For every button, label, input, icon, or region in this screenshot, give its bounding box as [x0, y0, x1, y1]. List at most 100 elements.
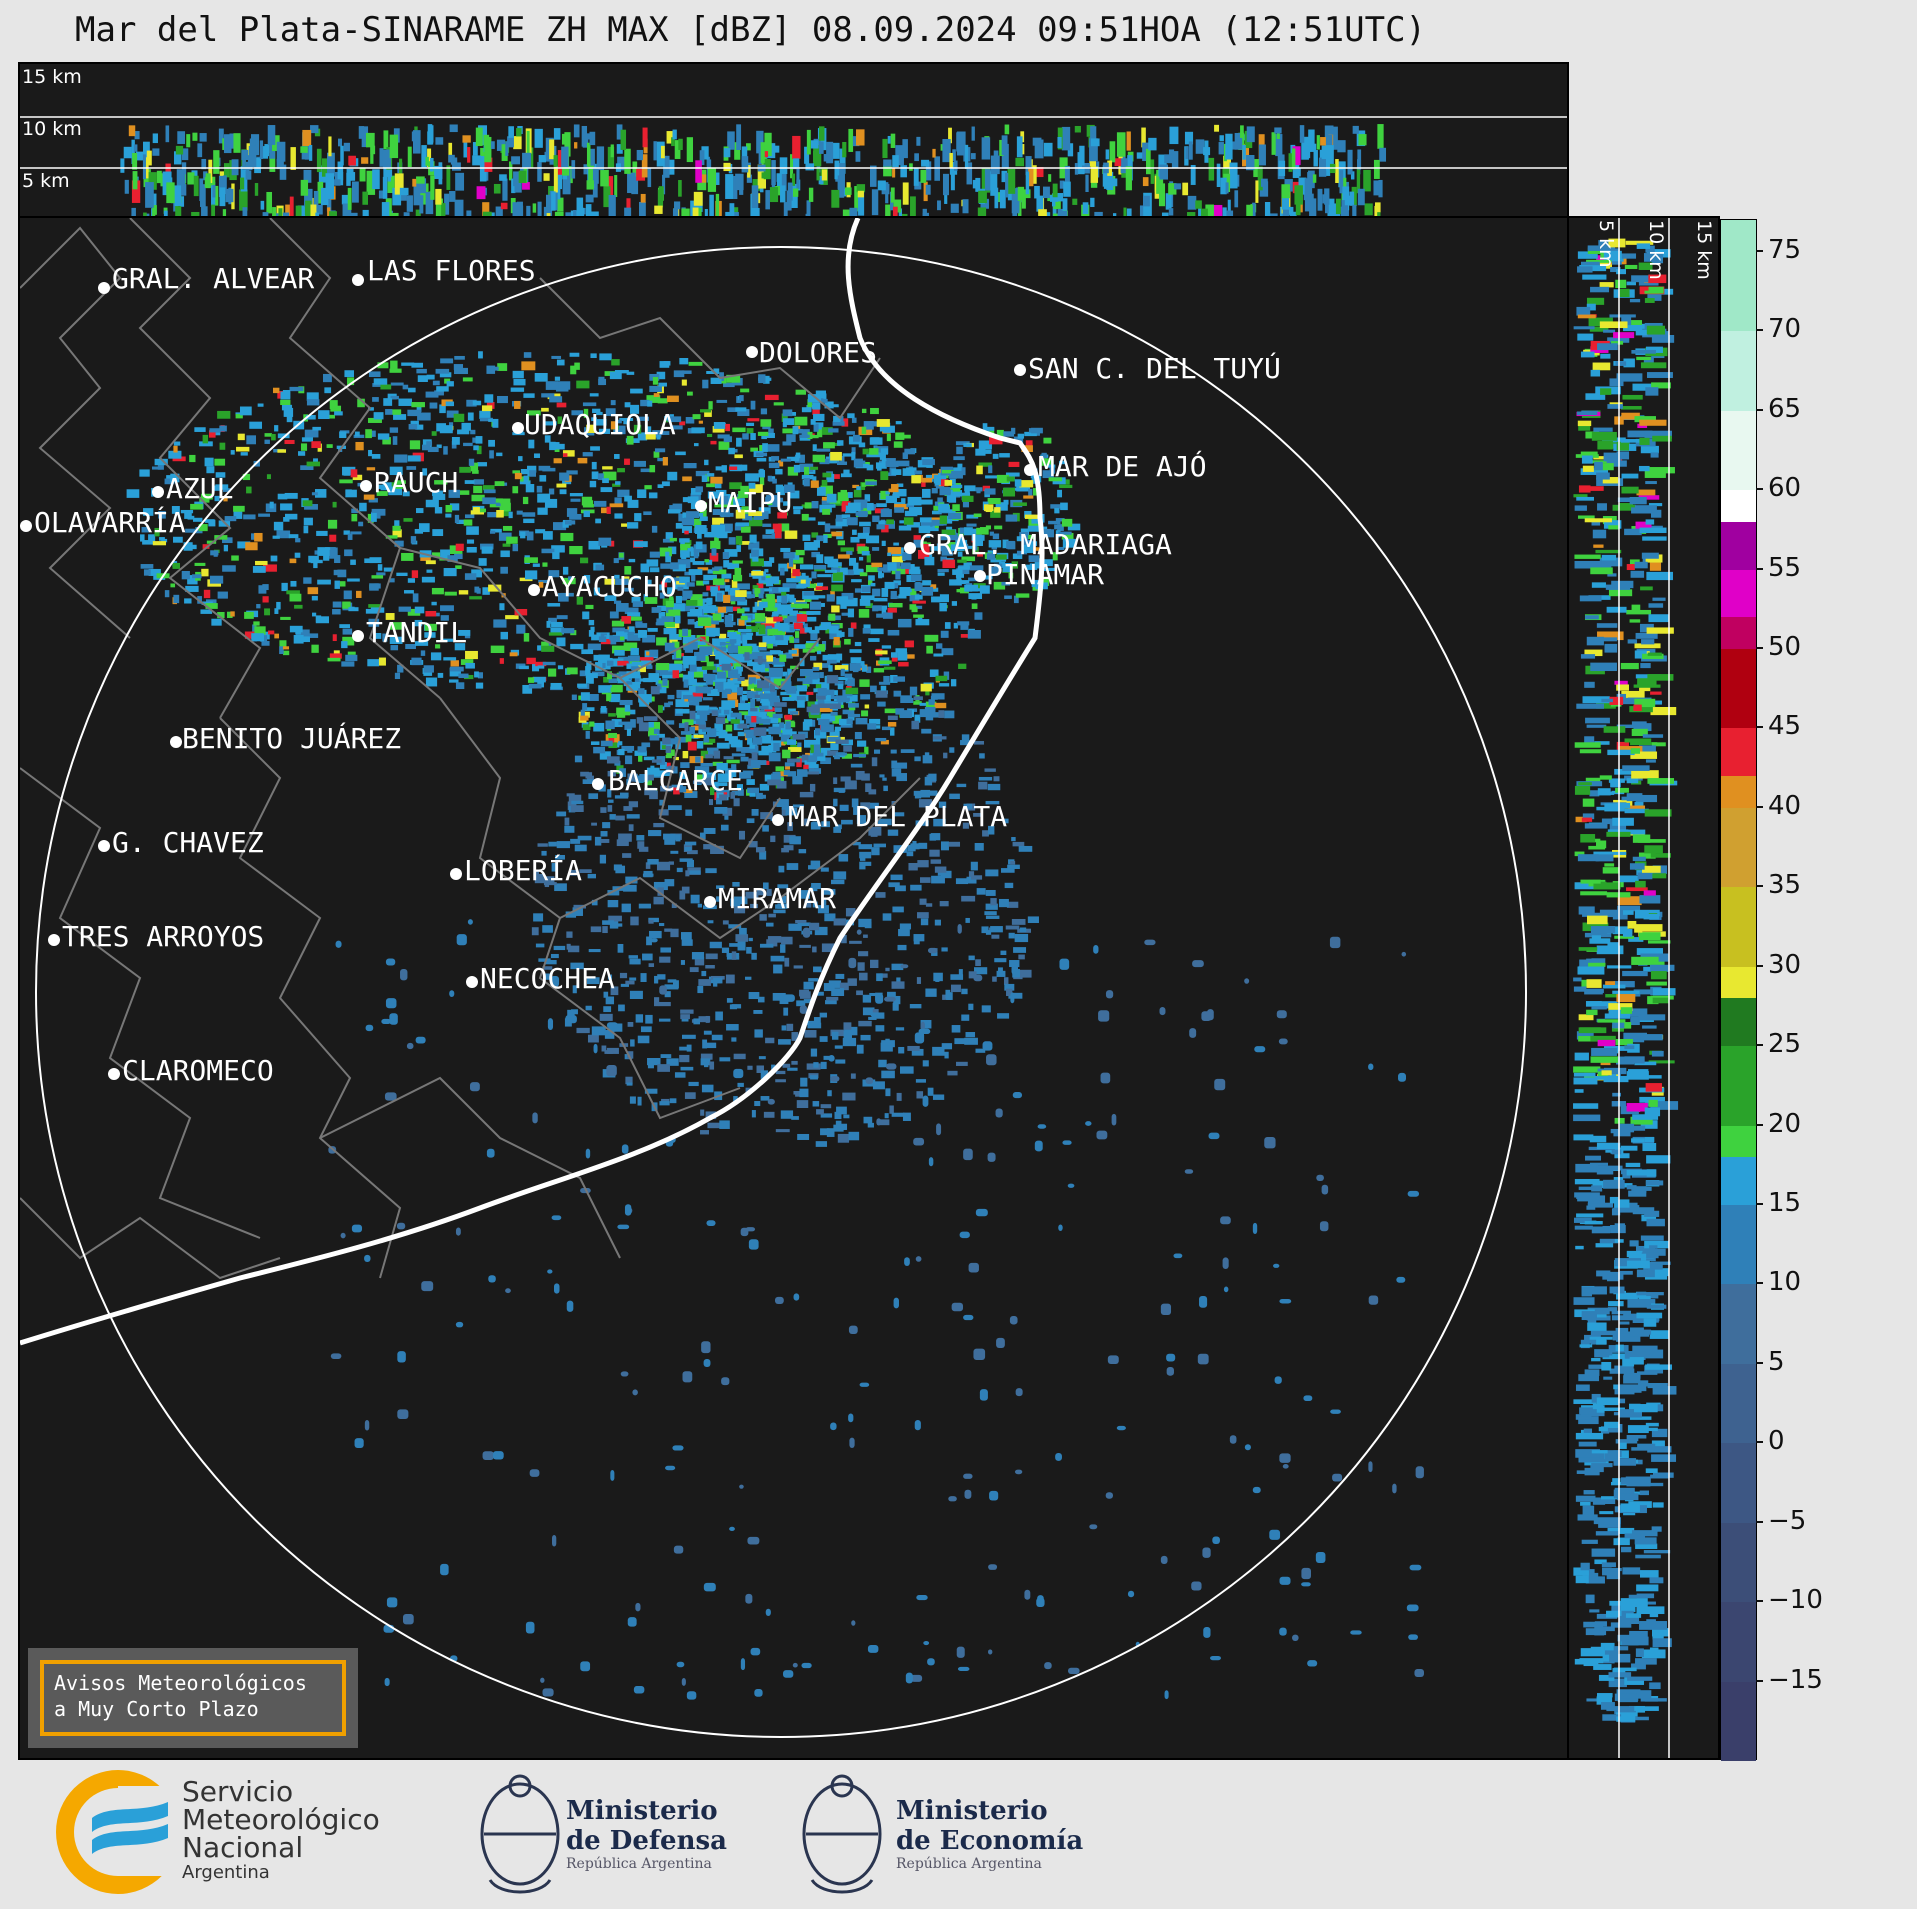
top-cross-section: 15 km 10 km 5 km — [18, 62, 1569, 218]
radar-echo-cell — [860, 861, 872, 866]
top-echo-cell — [231, 159, 239, 176]
radar-echo-cell — [548, 841, 557, 847]
radar-echo-cell — [682, 513, 688, 518]
radar-echo-cell — [782, 583, 797, 589]
top-echo-cell — [1301, 146, 1311, 159]
radar-echo-cell — [707, 569, 716, 574]
radar-echo-cell — [464, 514, 475, 519]
radar-echo-cell — [780, 567, 785, 576]
radar-echo-cell — [804, 466, 810, 475]
radar-echo-cell — [646, 665, 653, 669]
top-echo-cell — [361, 157, 369, 164]
radar-echo-cell — [687, 671, 694, 680]
radar-echo-cell — [389, 466, 403, 476]
radar-echo-cell — [579, 869, 592, 874]
radar-echo-cell — [875, 462, 887, 469]
radar-echo-cell — [981, 575, 993, 580]
radar-echo-cell — [311, 441, 321, 449]
radar-echo-cell — [953, 622, 958, 629]
radar-echo-cell — [815, 753, 826, 761]
radar-echo-cell — [758, 577, 772, 584]
radar-echo-cell — [1021, 445, 1033, 452]
top-echo-cell — [810, 140, 819, 149]
radar-echo-cell — [272, 535, 280, 539]
radar-echo-cell — [655, 733, 665, 738]
radar-clutter-cell — [987, 1649, 993, 1655]
radar-clutter-cell — [875, 993, 884, 1004]
radar-echo-cell — [838, 854, 849, 862]
radar-echo-cell — [927, 1087, 934, 1096]
radar-echo-cell — [750, 903, 758, 909]
radar-echo-cell — [514, 472, 522, 480]
radar-echo-cell — [762, 443, 768, 452]
radar-echo-cell — [761, 734, 772, 744]
radar-echo-cell — [599, 854, 607, 864]
radar-echo-cell — [836, 653, 843, 661]
radar-echo-cell — [675, 451, 686, 456]
radar-clutter-cell — [995, 1108, 1003, 1118]
radar-echo-cell — [659, 669, 674, 677]
radar-echo-cell — [621, 903, 631, 913]
radar-echo-cell — [568, 576, 573, 581]
radar-echo-cell — [576, 380, 590, 389]
radar-echo-cell — [382, 437, 391, 445]
radar-echo-cell — [880, 1042, 893, 1052]
top-echo-cell — [704, 209, 708, 216]
radar-echo-cell — [434, 506, 443, 514]
radar-clutter-cell — [774, 1296, 784, 1304]
radar-echo-cell — [770, 835, 776, 843]
radar-echo-cell — [380, 384, 392, 390]
radar-echo-cell — [664, 879, 675, 887]
radar-clutter-cell — [1173, 1253, 1183, 1259]
radar-echo-cell — [680, 1009, 694, 1014]
top-echo-cell — [313, 190, 319, 212]
radar-echo-cell — [804, 739, 817, 748]
radar-clutter-cell — [801, 1662, 812, 1669]
top-echo-cell — [747, 165, 751, 178]
radar-echo-cell — [466, 546, 477, 553]
radar-clutter-cell — [1252, 1486, 1261, 1494]
radar-echo-cell — [858, 556, 864, 561]
top-echo-cell — [1111, 178, 1118, 187]
radar-echo-cell — [824, 401, 834, 409]
radar-echo-cell — [709, 941, 722, 949]
radar-echo-cell — [668, 701, 673, 706]
radar-echo-cell — [550, 953, 559, 959]
radar-echo-cell — [827, 736, 841, 742]
radar-echo-cell — [639, 701, 649, 707]
radar-echo-cell — [810, 860, 821, 868]
radar-echo-cell — [461, 422, 471, 431]
top-echo-cell — [756, 130, 764, 154]
top-echo-cell — [501, 144, 508, 161]
top-echo-cell — [709, 194, 714, 216]
radar-map[interactable]: GRAL. ALVEAR LAS FLORES DOLORES SAN C. D… — [18, 216, 1569, 1760]
top-echo-cell — [1025, 171, 1030, 195]
radar-echo-cell — [818, 703, 831, 709]
top-echo-cell — [654, 205, 663, 214]
radar-echo-cell — [329, 534, 337, 542]
radar-echo-cell — [915, 605, 923, 609]
radar-echo-cell — [841, 514, 851, 519]
radar-echo-cell — [665, 556, 672, 563]
top-echo-cell — [378, 190, 385, 199]
radar-echo-cell — [835, 518, 848, 527]
radar-echo-cell — [895, 421, 902, 425]
top-echo-cell — [1053, 213, 1060, 216]
radar-echo-cell — [865, 535, 880, 544]
radar-echo-cell — [600, 831, 608, 837]
radar-echo-cell — [971, 593, 977, 600]
radar-echo-cell — [1059, 484, 1073, 489]
top-echo-cell — [1234, 132, 1243, 150]
radar-echo-cell — [555, 854, 565, 860]
radar-clutter-cell — [621, 1144, 629, 1154]
radar-echo-cell — [725, 974, 735, 984]
top-echo-cell — [273, 213, 282, 216]
radar-clutter-cell — [385, 998, 397, 1009]
radar-echo-cell — [184, 598, 192, 604]
radar-echo-cell — [712, 638, 726, 647]
radar-clutter-cell — [957, 1666, 970, 1672]
radar-echo-cell — [660, 581, 668, 588]
radar-echo-cell — [672, 670, 679, 679]
radar-echo-cell — [553, 522, 567, 531]
top-echo-cell — [415, 209, 421, 216]
